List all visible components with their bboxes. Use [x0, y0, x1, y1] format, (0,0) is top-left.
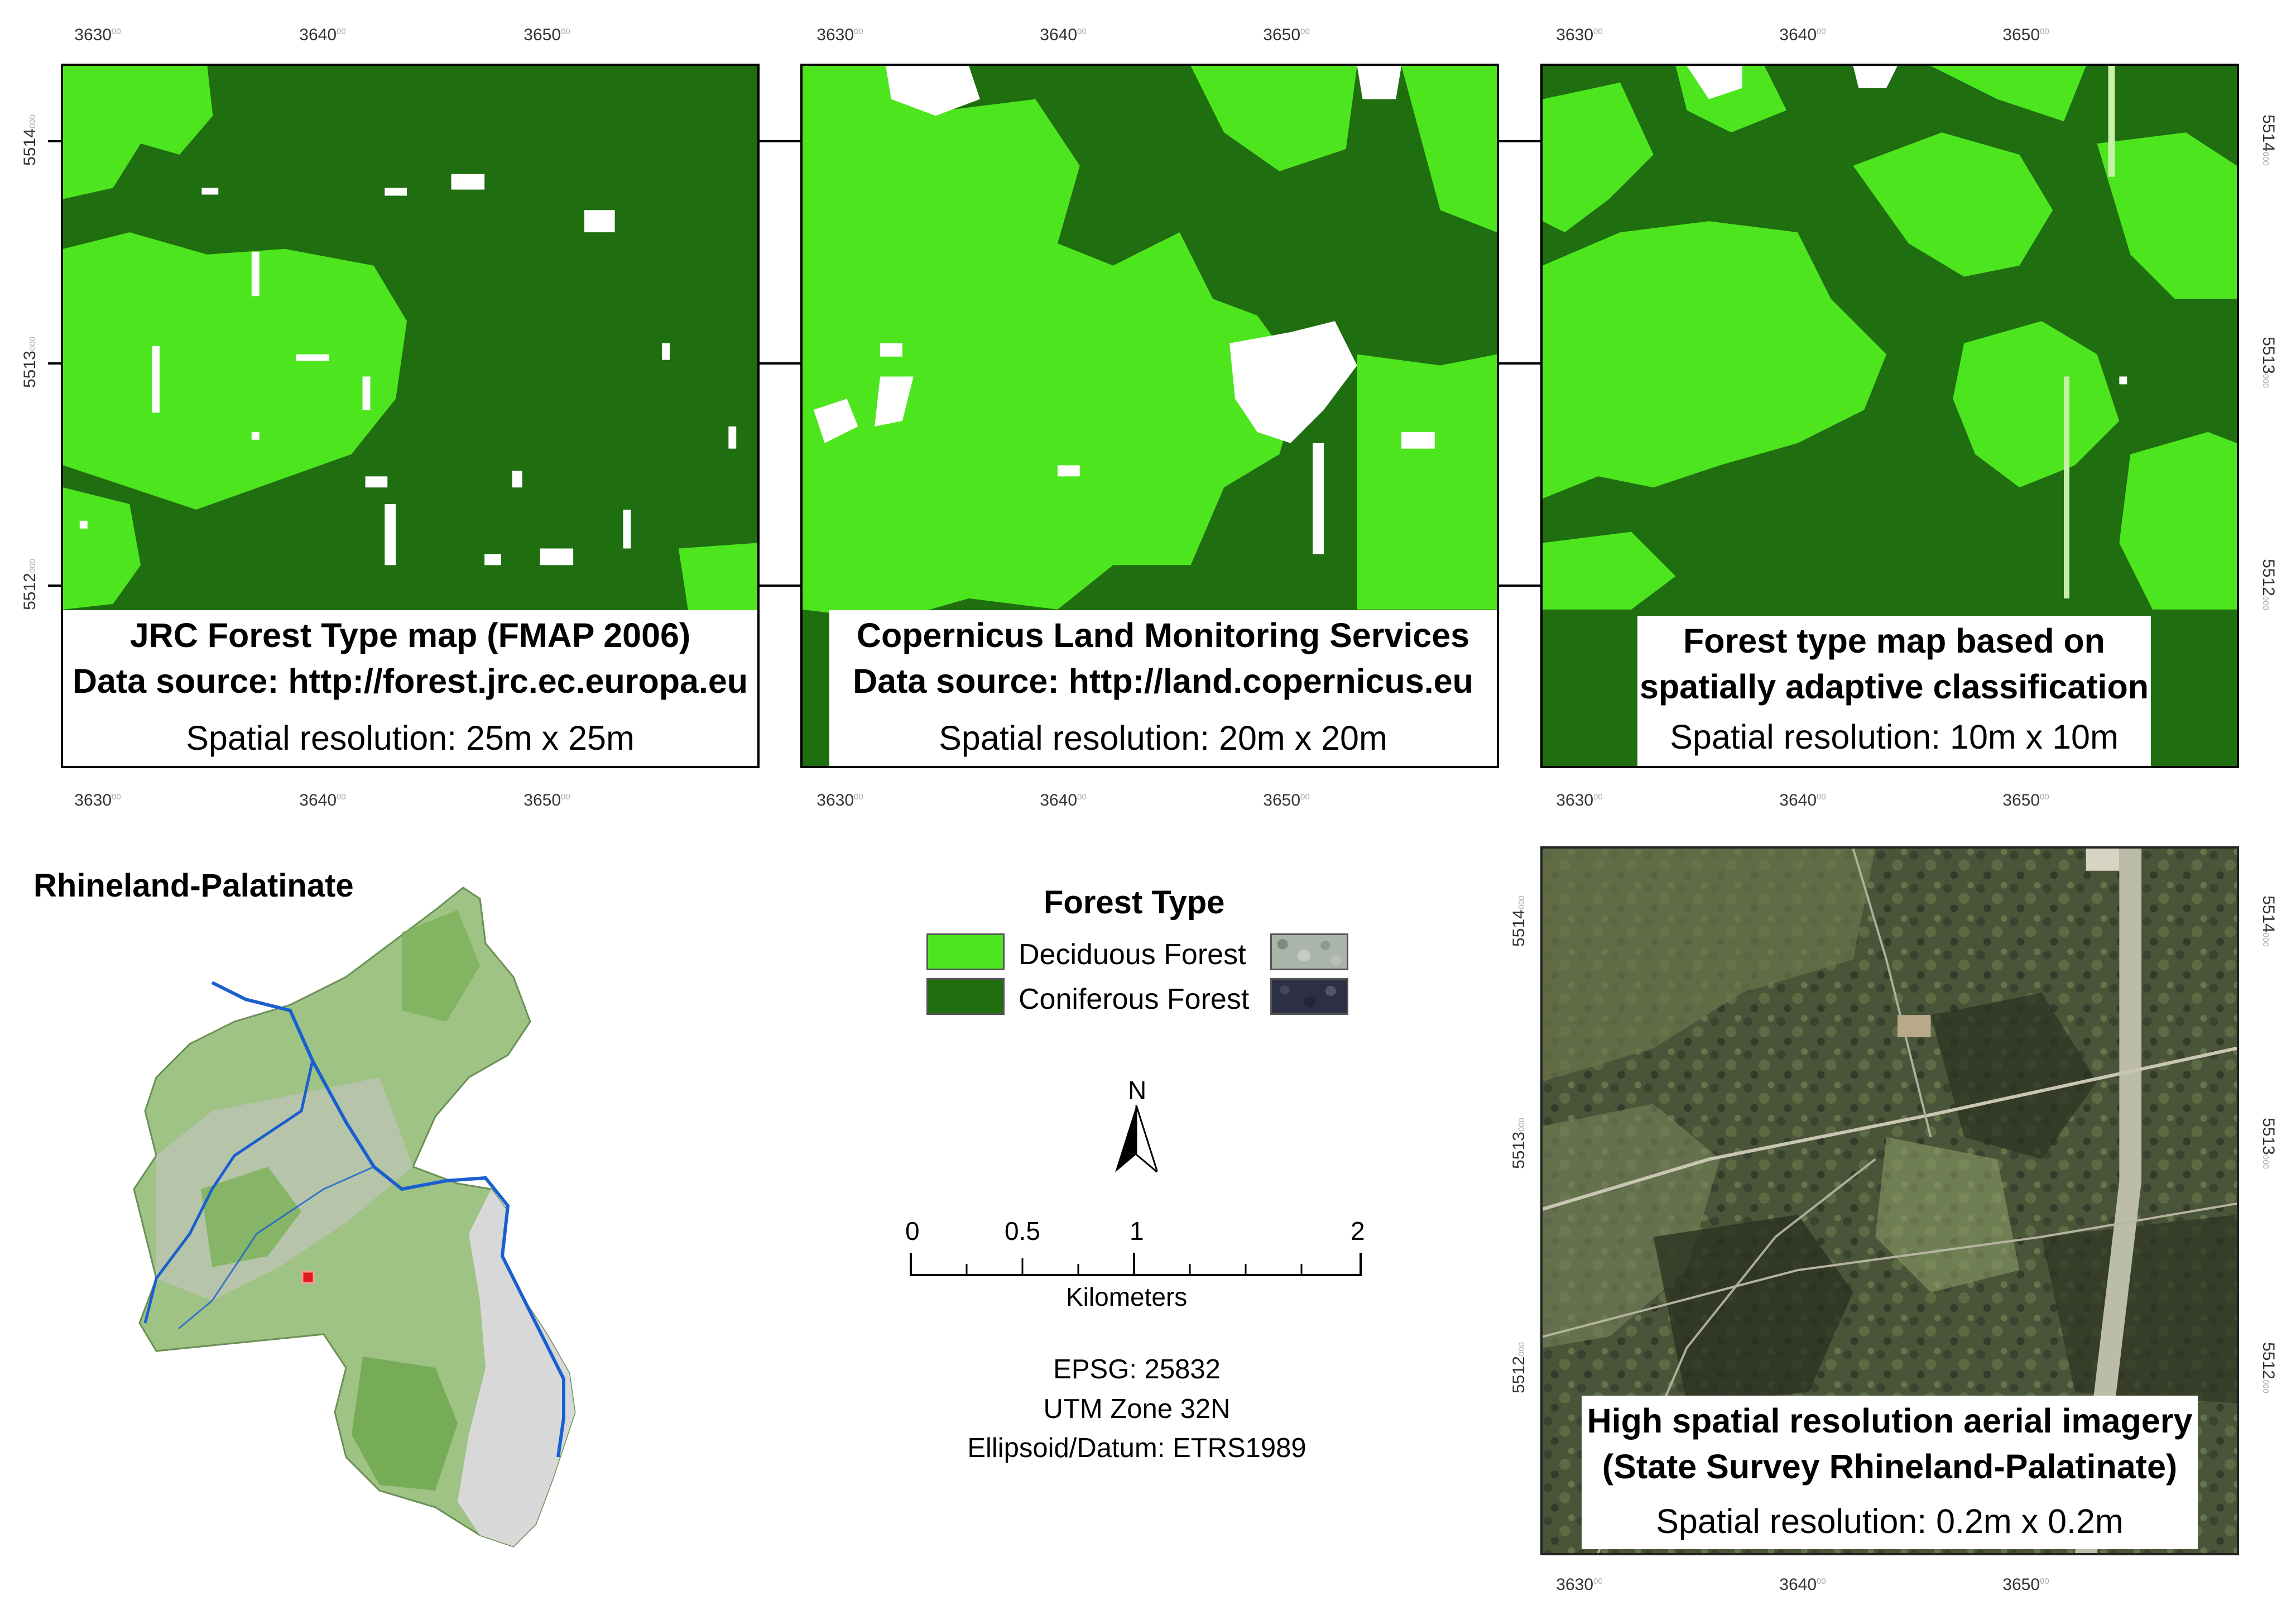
tick-mark	[48, 584, 61, 587]
tick-mark	[1499, 362, 1540, 365]
scalebar-label-1: 1	[1130, 1216, 1144, 1245]
legend-swatch-deciduous-aerial	[1270, 933, 1348, 970]
adaptive-title: Forest type map based on	[1683, 622, 2105, 660]
aerial-caption: High spatial resolution aerial imagery (…	[1582, 1396, 2198, 1549]
x-tick-label: 363000	[816, 26, 863, 44]
overview-title: Rhineland-Palatinate	[33, 868, 354, 904]
x-tick-label: 365000	[2002, 26, 2049, 44]
legend-title: Forest Type	[1044, 884, 1225, 921]
y-tick-label: 5514000	[2259, 895, 2278, 947]
projection-epsg: EPSG: 25832	[1053, 1354, 1221, 1384]
overview-map	[133, 887, 576, 1547]
tick-mark	[48, 362, 61, 365]
x-tick-label: 364000	[1040, 791, 1087, 809]
rhine-valley	[458, 1189, 575, 1546]
x-tick-label: 364000	[1040, 26, 1087, 44]
x-tick-label: 364000	[299, 26, 346, 44]
x-tick-label: 363000	[1556, 26, 1603, 44]
x-tick-label: 363000	[74, 791, 121, 809]
y-tick-label: 5512000	[21, 559, 39, 610]
jrc-title: JRC Forest Type map (FMAP 2006)	[129, 616, 691, 654]
legend-swatch-deciduous	[926, 933, 1005, 970]
copernicus-resolution: Spatial resolution: 20m x 20m	[939, 719, 1387, 757]
north-arrow-icon	[1115, 1105, 1157, 1172]
aerial-source: (State Survey Rhineland-Palatinate)	[1602, 1448, 2178, 1486]
adaptive-forest-map: Forest type map based on spatially adapt…	[1540, 64, 2239, 768]
y-tick-label: 5513000	[2259, 337, 2278, 388]
legend-label-coniferous: Coniferous Forest	[1019, 983, 1250, 1015]
y-tick-label: 5514000	[1510, 895, 1528, 947]
legend-label-deciduous: Deciduous Forest	[1019, 938, 1246, 971]
x-tick-label: 364000	[299, 791, 346, 809]
y-tick-label: 5512000	[2259, 1342, 2278, 1393]
y-tick-label: 5512000	[1510, 1342, 1528, 1393]
scalebar	[910, 1253, 1362, 1276]
copernicus-title: Copernicus Land Monitoring Services	[856, 616, 1470, 654]
forest-patch	[201, 1167, 301, 1267]
y-tick-label: 5514000	[2259, 114, 2278, 166]
legend-swatch-coniferous	[926, 978, 1005, 1015]
adaptive-method: spatially adaptive classification	[1640, 668, 2149, 706]
x-tick-label: 364000	[1779, 26, 1826, 44]
scalebar-label-0: 0	[905, 1216, 920, 1245]
projection-zone: UTM Zone 32N	[1043, 1394, 1231, 1424]
x-tick-label: 365000	[2002, 791, 2049, 809]
tick-mark	[1499, 584, 1540, 587]
tick-mark	[760, 362, 800, 365]
aerial-resolution: Spatial resolution: 0.2m x 0.2m	[1656, 1502, 2124, 1540]
jrc-caption: JRC Forest Type map (FMAP 2006) Data sou…	[63, 610, 757, 766]
x-tick-label: 365000	[2002, 1575, 2049, 1594]
aerial-title: High spatial resolution aerial imagery	[1587, 1402, 2193, 1440]
adaptive-resolution: Spatial resolution: 10m x 10m	[1670, 718, 2119, 756]
y-tick-label: 5513000	[2259, 1118, 2278, 1169]
x-tick-label: 365000	[523, 791, 570, 809]
x-tick-label: 363000	[816, 791, 863, 809]
study-area-marker	[301, 1271, 315, 1284]
scalebar-unit: Kilometers	[1066, 1282, 1188, 1311]
north-label: N	[1128, 1076, 1147, 1105]
scalebar-label-0-5: 0.5	[1005, 1216, 1040, 1245]
y-tick-label: 5513000	[1510, 1118, 1528, 1169]
y-tick-label: 5512000	[2259, 559, 2278, 610]
tick-mark	[1499, 140, 1540, 142]
jrc-resolution: Spatial resolution: 25m x 25m	[186, 719, 635, 757]
forest-patch	[352, 1357, 458, 1491]
tick-mark	[760, 584, 800, 587]
x-tick-label: 365000	[523, 26, 570, 44]
copernicus-source: Data source: http://land.copernicus.eu	[853, 662, 1473, 700]
river-rhine	[211, 981, 565, 1458]
y-tick-label: 5513000	[21, 337, 39, 388]
jrc-source: Data source: http://forest.jrc.ec.europa…	[72, 662, 748, 700]
tick-mark	[48, 140, 61, 142]
adaptive-caption: Forest type map based on spatially adapt…	[1637, 616, 2151, 766]
x-tick-label: 365000	[1263, 26, 1310, 44]
copernicus-forest-map: Copernicus Land Monitoring Services Data…	[800, 64, 1499, 768]
scalebar-label-2: 2	[1351, 1216, 1365, 1245]
x-tick-label: 363000	[74, 26, 121, 44]
x-tick-label: 364000	[1779, 791, 1826, 809]
copernicus-caption: Copernicus Land Monitoring Services Data…	[829, 610, 1497, 766]
legend-swatch-coniferous-aerial	[1270, 978, 1348, 1015]
tick-mark	[760, 140, 800, 142]
x-tick-label: 363000	[1556, 791, 1603, 809]
jrc-forest-map: JRC Forest Type map (FMAP 2006) Data sou…	[61, 64, 760, 768]
aerial-imagery-map: High spatial resolution aerial imagery (…	[1540, 846, 2239, 1555]
river-moselle	[143, 1060, 314, 1324]
y-tick-label: 5514000	[21, 114, 39, 166]
state-outline	[133, 887, 576, 1547]
forest-patch	[402, 910, 480, 1022]
x-tick-label: 363000	[1556, 1575, 1603, 1594]
x-tick-label: 365000	[1263, 791, 1310, 809]
x-tick-label: 364000	[1779, 1575, 1826, 1594]
river-nahe	[178, 1166, 374, 1330]
projection-datum: Ellipsoid/Datum: ETRS1989	[967, 1433, 1306, 1463]
